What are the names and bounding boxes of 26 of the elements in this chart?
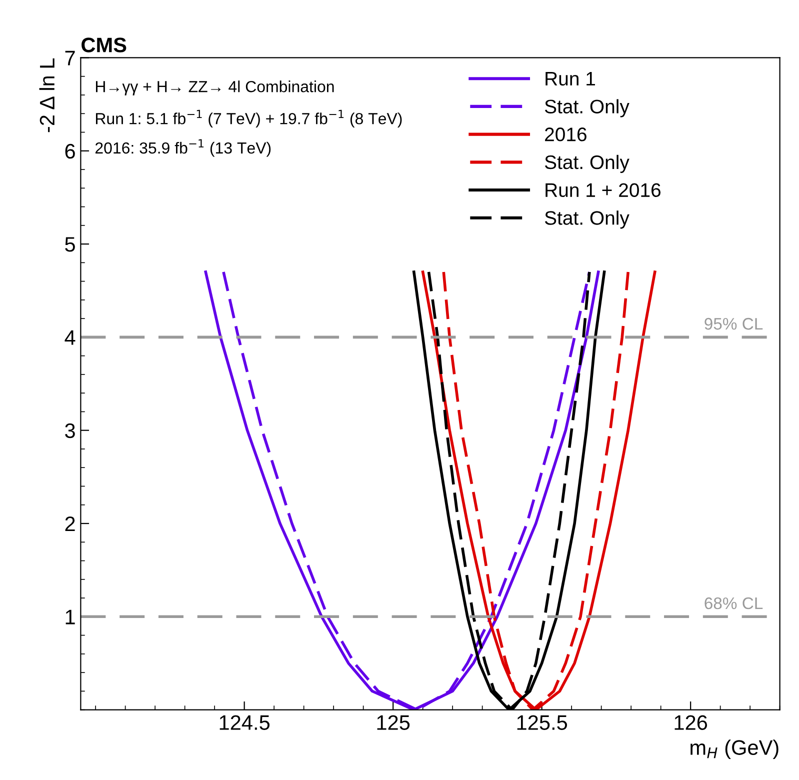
chart-title: CMS (82, 38, 126, 52)
y-tick-label: 3 (65, 423, 75, 438)
y-tick-label: 2 (65, 516, 75, 532)
line-series (421, 270, 656, 710)
x-tick-label: 124.5 (220, 715, 270, 730)
legend-label: Run 1 + 2016 (546, 183, 660, 198)
legend-label: Stat. Only (544, 99, 630, 118)
ref-line-label: 95% CL (704, 318, 763, 330)
legend-label: 2016 (545, 128, 586, 142)
x-tick-label: 125.5 (517, 715, 568, 730)
y-axis-title: -2 Δ ln L (39, 58, 54, 132)
y-tick-label: 4 (64, 330, 76, 345)
y-tick-label: 5 (65, 237, 75, 252)
annotation: 2016: 35.9 fb$^{−1}$ (13 TeV) (95, 139, 271, 157)
y-tick-label: 6 (65, 144, 75, 159)
annotation: H→γγ + H→ ZZ→ 4l Combination (96, 80, 334, 96)
annotation: Run 1: 5.1 fb$^{−1}$ (7 TeV) + 19.7 fb$^{−1}$ (8 TeV) (96, 110, 402, 128)
legend-label: Stat. Only (544, 154, 630, 173)
x-tick-label: 125 (377, 715, 410, 730)
legend-label: Stat. Only (544, 210, 630, 229)
y-tick-label: 1 (66, 610, 75, 624)
legend-label: Run 1 (546, 72, 595, 86)
y-tick-label: 7 (65, 50, 75, 66)
x-axis-title: m$_{H}$ (GeV) (690, 740, 778, 760)
ref-line-label: 68% CL (704, 597, 763, 610)
x-tick-label: 126 (674, 715, 708, 730)
